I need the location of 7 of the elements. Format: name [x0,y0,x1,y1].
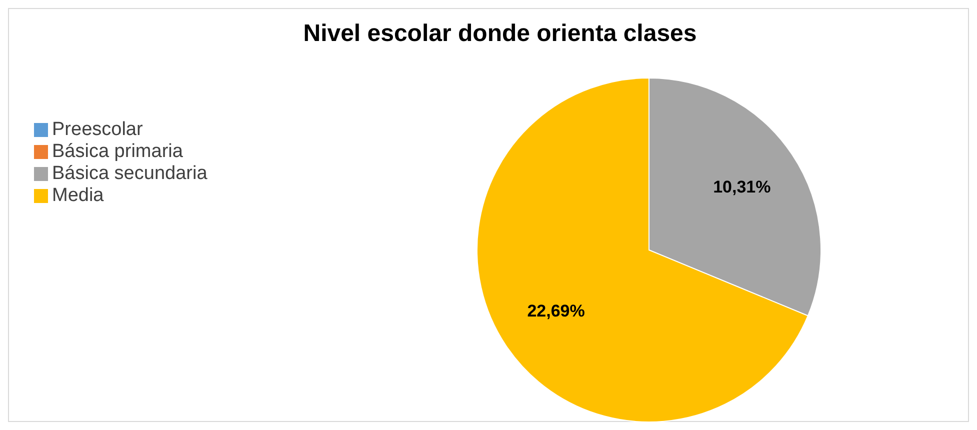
legend-label: Preescolar [52,119,144,140]
data-label: 22,69% [527,302,585,321]
legend-label: Básica primaria [52,141,184,162]
legend-label: Media [52,185,104,206]
data-label: 10,31% [713,177,771,196]
legend-label: Básica secundaria [52,163,208,184]
chart-title: Nivel escolar donde orienta clases [303,20,697,47]
